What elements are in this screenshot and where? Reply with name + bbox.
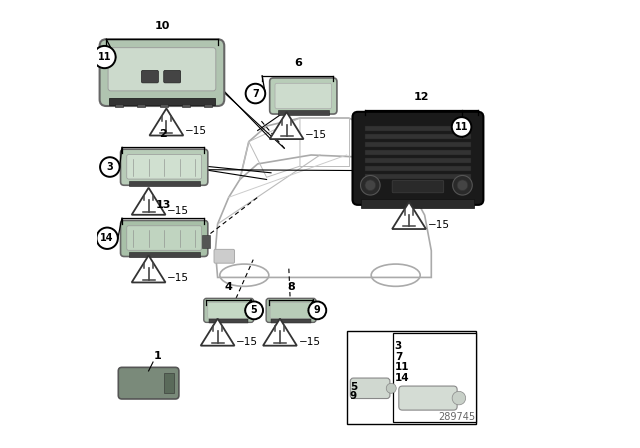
Bar	[394, 333, 476, 422]
Bar	[138, 104, 145, 108]
Circle shape	[387, 383, 396, 393]
Text: −15: −15	[167, 273, 189, 283]
Bar	[365, 134, 472, 138]
Bar	[209, 319, 248, 323]
Text: 3: 3	[395, 341, 402, 351]
Polygon shape	[132, 188, 166, 215]
Text: −15: −15	[167, 206, 189, 215]
Bar	[365, 158, 472, 163]
FancyBboxPatch shape	[266, 298, 316, 323]
FancyBboxPatch shape	[164, 70, 180, 83]
Circle shape	[97, 228, 118, 249]
Circle shape	[452, 391, 466, 405]
FancyBboxPatch shape	[208, 302, 250, 319]
Polygon shape	[392, 202, 426, 229]
Text: 8: 8	[287, 282, 295, 292]
Circle shape	[452, 117, 472, 137]
Bar	[365, 142, 472, 146]
Circle shape	[365, 180, 376, 190]
Bar	[362, 198, 474, 207]
Bar	[365, 174, 472, 179]
Text: 9: 9	[350, 391, 357, 401]
Circle shape	[452, 176, 472, 195]
Text: −15: −15	[305, 130, 327, 140]
FancyBboxPatch shape	[350, 378, 390, 399]
FancyBboxPatch shape	[118, 367, 179, 399]
Text: 2: 2	[159, 129, 167, 139]
Text: 14: 14	[100, 233, 114, 243]
Polygon shape	[132, 255, 166, 282]
Polygon shape	[263, 319, 297, 346]
Text: 9: 9	[314, 306, 321, 315]
FancyBboxPatch shape	[100, 39, 224, 106]
FancyBboxPatch shape	[269, 78, 337, 114]
FancyBboxPatch shape	[399, 386, 457, 410]
Text: −15: −15	[428, 220, 450, 230]
Text: 14: 14	[395, 373, 410, 383]
FancyBboxPatch shape	[120, 149, 208, 185]
Bar	[129, 252, 200, 258]
Bar	[160, 104, 168, 108]
Text: 12: 12	[413, 92, 429, 102]
Circle shape	[245, 302, 263, 319]
Bar	[202, 235, 210, 249]
Text: 7: 7	[252, 89, 259, 99]
Polygon shape	[150, 108, 183, 136]
FancyBboxPatch shape	[120, 220, 208, 257]
Text: 6: 6	[294, 58, 301, 68]
Text: 13: 13	[156, 200, 171, 210]
FancyBboxPatch shape	[127, 226, 202, 250]
Text: 11: 11	[455, 122, 468, 132]
FancyBboxPatch shape	[392, 181, 444, 193]
Circle shape	[93, 46, 116, 68]
FancyBboxPatch shape	[204, 298, 253, 323]
Bar	[347, 331, 476, 424]
Text: 10: 10	[154, 21, 170, 31]
FancyBboxPatch shape	[353, 112, 483, 205]
Polygon shape	[201, 319, 234, 346]
Circle shape	[308, 302, 326, 319]
FancyBboxPatch shape	[141, 70, 158, 83]
Text: 1: 1	[154, 351, 162, 361]
Circle shape	[246, 84, 265, 103]
Bar	[109, 98, 216, 105]
Bar	[271, 319, 310, 323]
Text: 11: 11	[395, 362, 410, 372]
Text: 289745: 289745	[438, 412, 475, 422]
Circle shape	[100, 157, 120, 177]
Text: 5: 5	[350, 382, 357, 392]
Text: 4: 4	[225, 282, 233, 292]
Bar	[278, 110, 329, 115]
Text: 7: 7	[395, 352, 402, 362]
Bar	[129, 181, 200, 186]
Bar	[115, 104, 124, 108]
Text: 11: 11	[98, 52, 111, 62]
Bar	[365, 150, 472, 155]
Text: −15: −15	[299, 336, 321, 347]
Bar	[204, 104, 212, 108]
Bar	[182, 104, 190, 108]
FancyBboxPatch shape	[275, 83, 332, 109]
Bar	[365, 166, 472, 171]
Circle shape	[457, 180, 468, 190]
Circle shape	[360, 176, 380, 195]
Bar	[164, 373, 174, 393]
FancyBboxPatch shape	[270, 302, 312, 319]
Polygon shape	[269, 112, 303, 139]
FancyBboxPatch shape	[108, 47, 216, 91]
Bar	[365, 126, 472, 130]
Text: −15: −15	[236, 336, 259, 347]
Text: 5: 5	[251, 306, 257, 315]
Text: 3: 3	[106, 162, 113, 172]
Text: −15: −15	[185, 126, 207, 136]
FancyBboxPatch shape	[214, 250, 234, 263]
FancyBboxPatch shape	[127, 155, 202, 179]
